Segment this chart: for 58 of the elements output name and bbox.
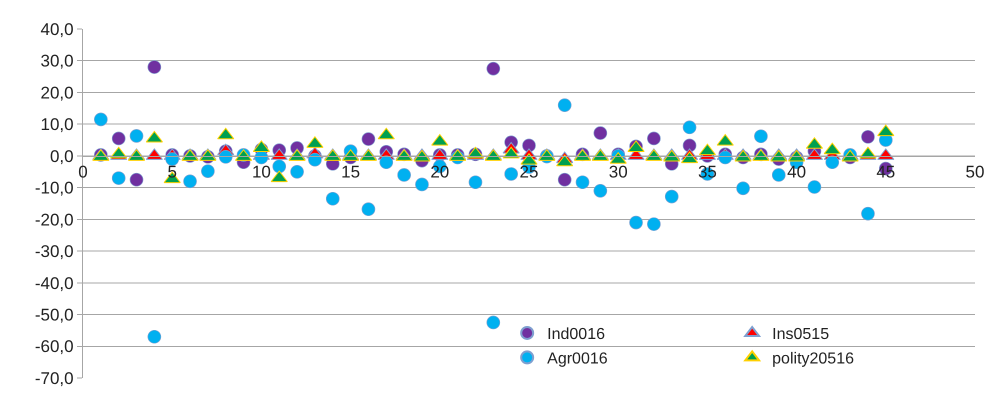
y-tick-label: -20,0 — [34, 210, 74, 230]
point — [112, 132, 126, 146]
point — [201, 164, 215, 178]
y-tick-label: 0,0 — [50, 146, 74, 166]
x-tick-label: 50 — [966, 162, 984, 182]
point — [326, 192, 340, 206]
point — [808, 180, 822, 194]
x-tick-label: 0 — [78, 162, 88, 182]
point — [362, 132, 376, 146]
y-tick-label: 20,0 — [40, 83, 74, 102]
y-tick-label: -40,0 — [34, 274, 74, 293]
point — [165, 152, 179, 166]
x-tick-label: 30 — [608, 162, 628, 182]
point — [736, 181, 750, 196]
point — [594, 184, 608, 198]
legend-label: Ind0016 — [547, 326, 606, 344]
point — [397, 168, 411, 182]
y-tick-label: -50,0 — [34, 306, 74, 324]
point — [576, 175, 590, 190]
legend-label: polity20516 — [772, 350, 854, 368]
y-tick-label: 10,0 — [40, 115, 74, 134]
point — [504, 167, 518, 181]
y-tick-label: -70,0 — [34, 368, 74, 388]
point — [290, 164, 304, 179]
point — [183, 174, 197, 188]
y-tick-label: -10,0 — [34, 178, 74, 198]
point — [647, 217, 661, 231]
y-tick-label: 30,0 — [40, 52, 74, 71]
point — [772, 168, 786, 182]
y-tick-label: -60,0 — [34, 337, 74, 356]
x-tick-label: 15 — [341, 162, 360, 182]
x-tick-label: 40 — [787, 162, 806, 182]
y-tick-label: 40,0 — [40, 20, 74, 39]
point — [594, 126, 608, 140]
point — [629, 216, 643, 230]
point — [754, 129, 768, 144]
point — [362, 202, 376, 216]
legend-label: Agr0016 — [547, 350, 608, 368]
point — [112, 171, 126, 185]
point — [647, 132, 661, 146]
legend-label: Ins0515 — [772, 326, 830, 344]
x-tick-label: 10 — [252, 162, 271, 182]
point — [130, 129, 144, 143]
point — [825, 155, 840, 170]
x-tick-label: 45 — [876, 162, 896, 182]
point — [218, 150, 233, 164]
point — [664, 190, 679, 204]
point — [861, 206, 875, 220]
point — [379, 155, 394, 170]
point — [558, 172, 572, 186]
point — [415, 178, 429, 192]
point — [522, 138, 536, 152]
y-tick-label: -30,0 — [34, 242, 74, 262]
point — [130, 172, 144, 186]
point — [682, 138, 696, 152]
point — [861, 130, 875, 144]
point — [272, 160, 286, 174]
point — [468, 175, 482, 190]
